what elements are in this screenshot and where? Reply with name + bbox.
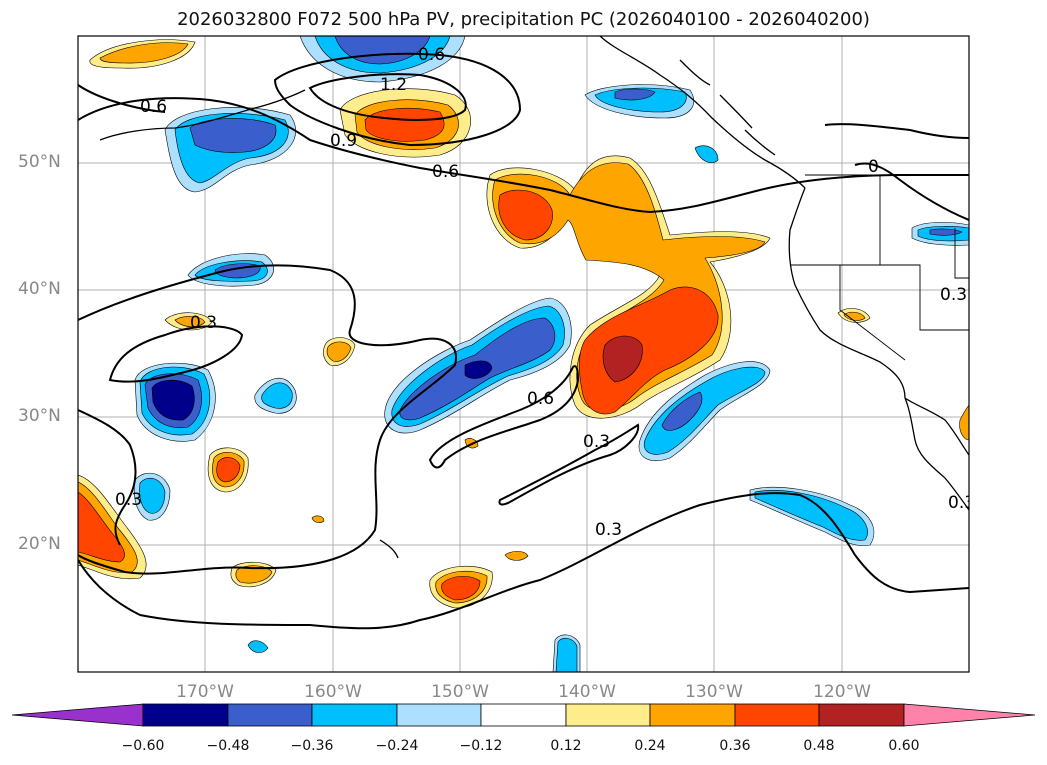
lat-label: 40°N xyxy=(18,279,61,299)
lon-label: 140°W xyxy=(558,682,616,702)
colorbar-tick-label: 0.12 xyxy=(550,738,582,754)
contour-label: 0.6 xyxy=(432,162,459,182)
colorbar xyxy=(11,703,1036,727)
colorbar-segment xyxy=(649,703,736,727)
contour-label: 0.3 xyxy=(595,520,622,540)
colorbar-segment xyxy=(227,703,313,727)
colorbar-segment xyxy=(903,703,1036,727)
colorbar-segment xyxy=(142,703,229,727)
lat-label: 50°N xyxy=(18,152,61,172)
lon-label: 150°W xyxy=(431,682,489,702)
colorbar-segment xyxy=(480,703,567,727)
contour-label: 0.3 xyxy=(583,432,610,452)
contour-label: 0.3 xyxy=(115,490,142,510)
contour-label: 0.3 xyxy=(940,285,967,305)
colorbar-segment xyxy=(311,703,398,727)
precip-shading xyxy=(78,36,969,672)
map-title: 2026032800 F072 500 hPa PV, precipitatio… xyxy=(177,9,870,30)
contour-label: 0.3 xyxy=(190,313,217,333)
contour-labels: 0.6 0.6 1.2 0.9 0.6 0.3 0.6 0.3 0.3 0.3 … xyxy=(115,45,975,540)
colorbar-segment xyxy=(11,703,144,727)
contour-label: 0.6 xyxy=(418,45,445,65)
contour-label: 0.6 xyxy=(140,97,167,117)
colorbar-tick-label: −0.60 xyxy=(121,738,165,754)
contour-label: 0 xyxy=(868,157,879,177)
colorbar-tick-label: 0.24 xyxy=(634,738,666,754)
colorbar-segment xyxy=(565,703,651,727)
colorbar-segment xyxy=(818,703,905,727)
colorbar-tick-label: −0.12 xyxy=(459,738,503,754)
borders xyxy=(790,174,969,361)
colorbar-segment xyxy=(396,703,482,727)
coastlines xyxy=(99,36,969,559)
contour-label: 1.2 xyxy=(380,75,407,95)
map-area: 0.6 0.6 1.2 0.9 0.6 0.3 0.6 0.3 0.3 0.3 … xyxy=(78,36,975,672)
colorbar-tick-label: −0.36 xyxy=(290,738,334,754)
colorbar-tick-label: 0.48 xyxy=(803,738,835,754)
colorbar-tick-label: −0.24 xyxy=(375,738,419,754)
pv-contours xyxy=(78,52,969,630)
map-frame xyxy=(77,35,970,673)
colorbar-tick-label: −0.48 xyxy=(206,738,250,754)
lon-label: 130°W xyxy=(685,682,743,702)
colorbar-segment xyxy=(734,703,820,727)
colorbar-tick-label: 0.60 xyxy=(888,738,920,754)
lon-label: 170°W xyxy=(176,682,234,702)
colorbar-tick-label: 0.36 xyxy=(719,738,751,754)
lat-label: 30°N xyxy=(18,406,61,426)
lon-label: 120°W xyxy=(813,682,871,702)
lon-label: 160°W xyxy=(304,682,362,702)
lat-label: 20°N xyxy=(18,534,61,554)
contour-label: 0.3 xyxy=(948,493,975,513)
contour-label: 0.9 xyxy=(330,131,357,151)
contour-label: 0.6 xyxy=(527,389,554,409)
